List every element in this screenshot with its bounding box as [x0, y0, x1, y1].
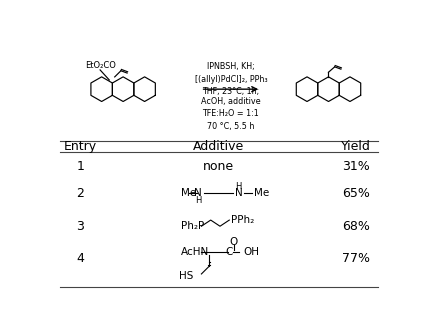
Text: 2: 2: [76, 186, 84, 200]
Text: EtO₂CO: EtO₂CO: [84, 61, 115, 70]
Text: 31%: 31%: [341, 160, 368, 173]
Text: AcOH, additive
TFE:H₂O = 1:1
70 °C, 5.5 h: AcOH, additive TFE:H₂O = 1:1 70 °C, 5.5 …: [201, 97, 260, 131]
Text: OH: OH: [243, 247, 259, 258]
Text: PPh₂: PPh₂: [230, 215, 253, 225]
Text: Ph₂P: Ph₂P: [181, 221, 204, 231]
Text: 77%: 77%: [341, 252, 369, 265]
Text: IPNBSH, KH;
[(allyl)PdCl]₂, PPh₃
THF, 23°C, 1h;: IPNBSH, KH; [(allyl)PdCl]₂, PPh₃ THF, 23…: [194, 62, 267, 96]
Text: 4: 4: [76, 252, 84, 265]
Text: 3: 3: [76, 220, 84, 233]
Text: H: H: [195, 196, 201, 204]
Text: 65%: 65%: [341, 186, 368, 200]
Text: O: O: [229, 237, 238, 247]
Text: none: none: [202, 160, 233, 173]
Text: Additive: Additive: [193, 140, 244, 153]
Text: N: N: [234, 188, 242, 198]
Text: 1: 1: [76, 160, 84, 173]
Text: AcHN: AcHN: [181, 247, 209, 258]
Text: C: C: [225, 247, 233, 258]
Text: N: N: [194, 188, 201, 198]
Text: 68%: 68%: [341, 220, 368, 233]
Text: H: H: [235, 182, 241, 191]
Text: Me: Me: [253, 188, 269, 198]
Text: Yield: Yield: [340, 140, 370, 153]
Text: HS: HS: [179, 271, 193, 280]
Text: Entry: Entry: [64, 140, 97, 153]
Text: Me: Me: [181, 188, 196, 198]
